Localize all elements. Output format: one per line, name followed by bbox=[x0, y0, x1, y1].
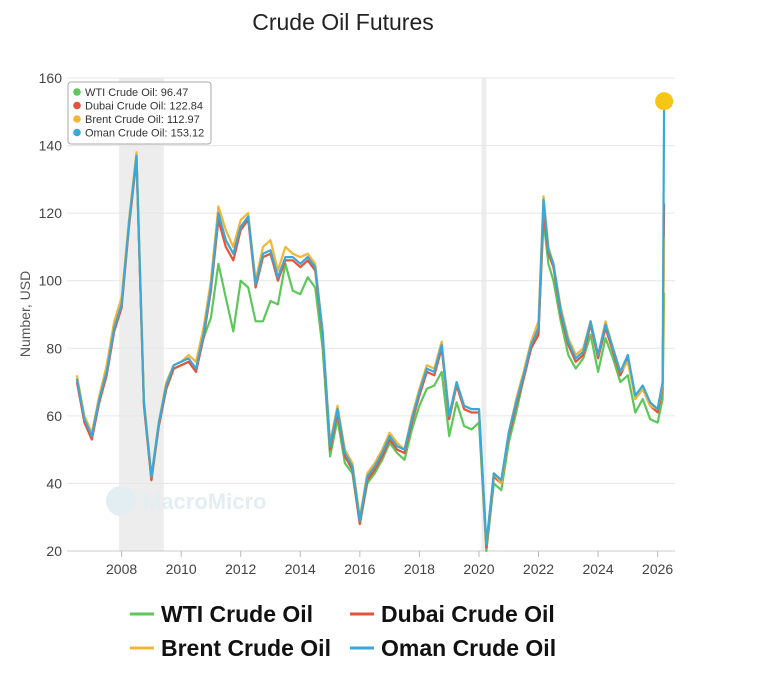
tooltip-dot-icon bbox=[73, 88, 81, 96]
tooltip-dot-icon bbox=[73, 128, 81, 137]
y-tick-label: 60 bbox=[46, 408, 62, 424]
tooltip-item: Dubai Crude Oil: 122.84 bbox=[85, 101, 203, 113]
x-tick-label: 2026 bbox=[642, 561, 673, 577]
tooltip-item: Oman Crude Oil: 153.12 bbox=[85, 128, 204, 140]
x-axis-ticks: 2008 2010 2012 2014 2016 2018 2020 2022 2024 2026 bbox=[106, 551, 673, 577]
y-tick-label: 80 bbox=[46, 340, 62, 356]
legend-item-dubai-crude-oil[interactable]: Dubai Crude Oil bbox=[350, 601, 555, 627]
y-tick-label: 20 bbox=[46, 543, 62, 559]
y-tick-label: 100 bbox=[39, 273, 63, 289]
x-tick-label: 2018 bbox=[404, 561, 435, 577]
legend: WTI Crude Oil Dubai Crude Oil Brent Crude … bbox=[130, 601, 556, 661]
x-tick-label: 2010 bbox=[166, 561, 197, 577]
x-tick-label: 2024 bbox=[582, 561, 613, 577]
gridlines bbox=[67, 77, 675, 552]
legend-item-oman-crude-oil[interactable]: Oman Crude Oil bbox=[350, 635, 556, 661]
tooltip-item: Brent Crude Oil: 112.97 bbox=[85, 114, 200, 126]
recession-shading bbox=[119, 78, 487, 551]
watermark-text: MacroMicro bbox=[143, 489, 266, 514]
series-line-oman-crude-oil bbox=[75, 101, 666, 546]
x-tick-label: 2014 bbox=[285, 561, 316, 577]
y-tick-label: 120 bbox=[39, 205, 63, 221]
tooltip-dot-icon bbox=[73, 101, 81, 110]
series-lines bbox=[75, 101, 666, 553]
tooltip: WTI Crude Oil: 96.47 Dubai Crude Oil: 122… bbox=[67, 81, 212, 145]
hover-point-marker[interactable] bbox=[655, 92, 674, 111]
legend-item-brent-crude-oil[interactable]: Brent Crude Oil bbox=[130, 635, 331, 661]
y-tick-label: 140 bbox=[39, 138, 63, 154]
tooltip-dot-icon bbox=[73, 115, 81, 123]
chart-title: Crude Oil Futures bbox=[252, 9, 434, 35]
hover-marker[interactable] bbox=[655, 92, 674, 111]
legend-label: Oman Crude Oil bbox=[381, 635, 556, 661]
x-tick-label: 2016 bbox=[344, 561, 375, 577]
x-tick-label: 2012 bbox=[225, 561, 256, 577]
legend-label: WTI Crude Oil bbox=[161, 601, 313, 627]
tooltip-box bbox=[67, 81, 212, 145]
legend-label: Brent Crude Oil bbox=[161, 635, 331, 661]
watermark: MacroMicro bbox=[106, 486, 266, 516]
tooltip-item: WTI Crude Oil: 96.47 bbox=[85, 87, 188, 99]
legend-label: Dubai Crude Oil bbox=[381, 601, 555, 627]
legend-item-wti-crude-oil[interactable]: WTI Crude Oil bbox=[130, 601, 313, 627]
series-line-dubai-crude-oil bbox=[75, 158, 666, 549]
x-tick-label: 2022 bbox=[523, 561, 554, 577]
y-tick-label: 40 bbox=[46, 475, 62, 491]
y-axis-label: Number, USD bbox=[17, 271, 33, 357]
shaded-period bbox=[481, 78, 487, 551]
watermark-logo-icon bbox=[106, 486, 136, 516]
y-axis-ticks: 20 40 60 80 100 120 140 160 bbox=[39, 70, 63, 559]
x-tick-label: 2020 bbox=[463, 561, 494, 577]
x-tick-label: 2008 bbox=[106, 561, 137, 577]
y-tick-label: 160 bbox=[39, 70, 63, 86]
